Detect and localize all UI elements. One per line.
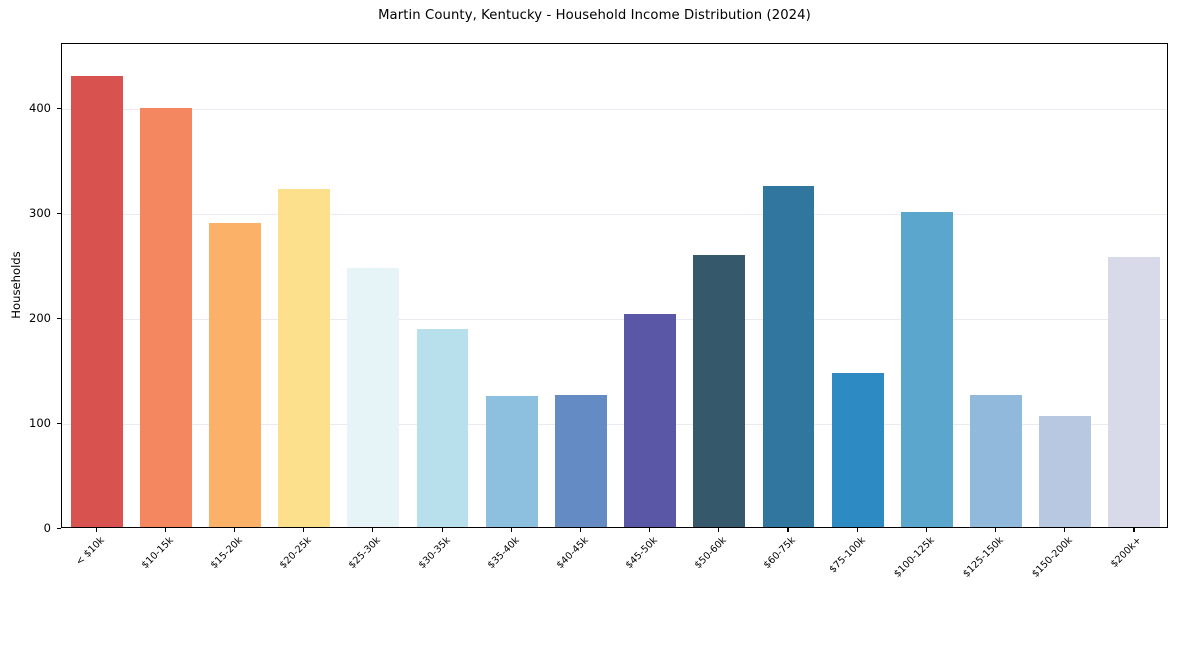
chart-figure: Martin County, Kentucky - Household Inco… [9, 8, 1168, 580]
bar[interactable] [1108, 257, 1161, 527]
x-tick-mark [233, 528, 236, 532]
x-tick-mark [787, 528, 789, 532]
y-tick-label: 100 [29, 416, 51, 431]
x-tick-label: $45-50k [623, 535, 660, 572]
y-axis-label: Households [9, 251, 23, 319]
x-tick-mark [303, 528, 305, 532]
y-tick-label: 400 [29, 101, 51, 116]
bar[interactable] [762, 185, 815, 527]
bar[interactable] [70, 75, 123, 527]
bar[interactable] [1039, 415, 1092, 527]
x-tick-label: $30-35k [416, 535, 453, 572]
x-tick-mark [510, 528, 512, 532]
chart-title: Martin County, Kentucky - Household Inco… [378, 8, 811, 23]
bar[interactable] [831, 372, 884, 527]
x-tick-mark [718, 528, 720, 532]
y-tick-label: 200 [29, 311, 51, 326]
x-tick-mark [1064, 528, 1066, 532]
x-tick-mark [649, 528, 651, 532]
x-tick-mark [441, 528, 443, 532]
x-tick-mark [372, 528, 374, 532]
x-tick-mark [1133, 528, 1135, 532]
x-tick-label: $25-30k [347, 535, 384, 572]
bar[interactable] [139, 108, 192, 527]
x-tick-mark [164, 528, 166, 532]
x-tick-mark [95, 528, 97, 532]
bar[interactable] [209, 222, 261, 527]
x-tick-mark [856, 528, 858, 532]
x-tick-label: $75-100k [827, 535, 868, 576]
bar[interactable] [624, 313, 677, 527]
y-tick-mark [57, 528, 61, 530]
bar[interactable] [278, 188, 331, 527]
y-tick-label: 0 [43, 521, 51, 535]
bar-series [62, 44, 1167, 527]
y-tick-label: 300 [29, 206, 51, 221]
x-tick-mark [995, 528, 997, 532]
x-tick-label: $20-25k [277, 535, 314, 572]
x-tick-label: $35-40k [485, 535, 522, 572]
x-tick-label: $100-125k [891, 535, 937, 580]
plot-area [61, 43, 1168, 528]
x-tick-label: $50-60k [693, 535, 730, 572]
bar[interactable] [900, 212, 953, 527]
x-tick-label: $125-150k [961, 535, 1006, 580]
bar[interactable] [416, 328, 469, 527]
x-tick-label: $60-75k [762, 535, 799, 572]
x-tick-label: $15-20k [208, 535, 245, 572]
bar[interactable] [693, 255, 746, 527]
bar[interactable] [970, 394, 1022, 527]
x-tick-label: < $10k [73, 535, 107, 568]
x-tick-label: $150-200k [1030, 535, 1075, 580]
x-tick-mark [579, 528, 581, 532]
bar[interactable] [347, 267, 400, 527]
x-tick-label: $10-15k [139, 535, 176, 572]
bar[interactable] [554, 394, 607, 527]
bar[interactable] [485, 395, 538, 527]
x-tick-mark [925, 528, 927, 532]
x-tick-label: $40-45k [554, 535, 591, 572]
x-tick-label: $200k+ [1109, 535, 1145, 570]
